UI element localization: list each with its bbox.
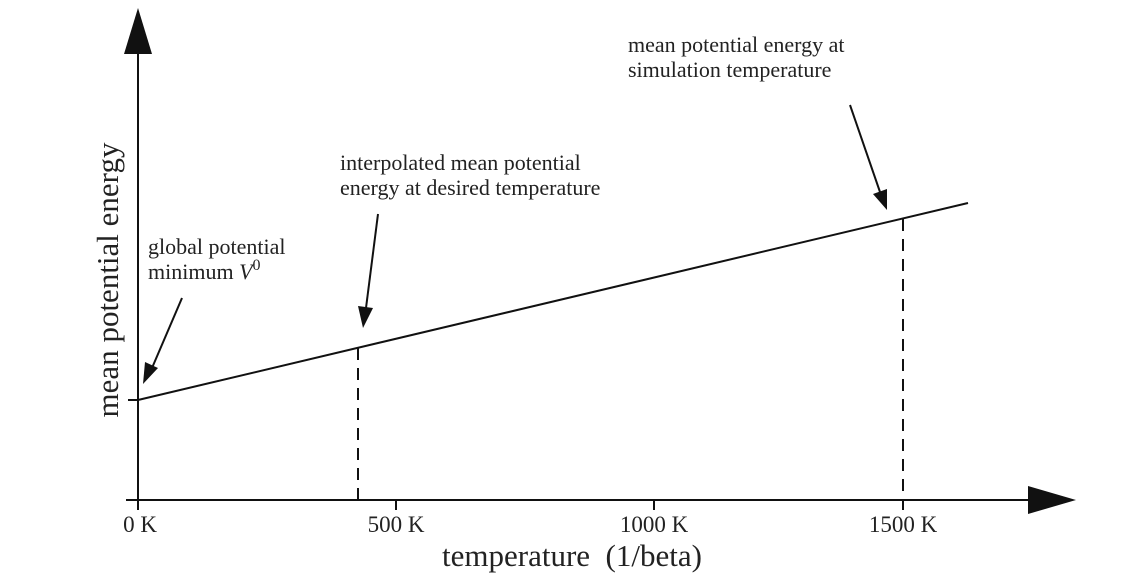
x-tick-label: 500 K — [368, 512, 425, 537]
x-tick-label: 1000 K — [620, 512, 689, 537]
y-axis-label: mean potential energy — [90, 142, 125, 417]
arrowhead — [873, 189, 887, 210]
arrow — [849, 104, 881, 193]
energy-line — [137, 202, 969, 401]
y-axis-arrow — [124, 8, 152, 54]
annotation: minimum V0 — [148, 257, 261, 284]
arrowhead — [358, 306, 373, 328]
annotation: interpolated mean potential — [340, 150, 581, 175]
x-axis-arrow — [1028, 486, 1076, 514]
annotation-variable: V — [239, 259, 255, 284]
x-axis-label: temperature (1/beta) — [442, 538, 702, 573]
x-tick-label: 0 K — [123, 512, 157, 537]
annotation: mean potential energy at — [628, 32, 844, 57]
annotation: energy at desired temperature — [340, 175, 600, 200]
annotation: simulation temperature — [628, 57, 831, 82]
annotation: global potential — [148, 234, 285, 259]
arrow — [365, 213, 379, 309]
x-tick-label: 1500 K — [869, 512, 938, 537]
annotation-superscript: 0 — [253, 257, 261, 274]
arrowhead — [143, 362, 158, 384]
arrow — [151, 297, 183, 369]
annotation-text: minimum — [148, 259, 234, 284]
